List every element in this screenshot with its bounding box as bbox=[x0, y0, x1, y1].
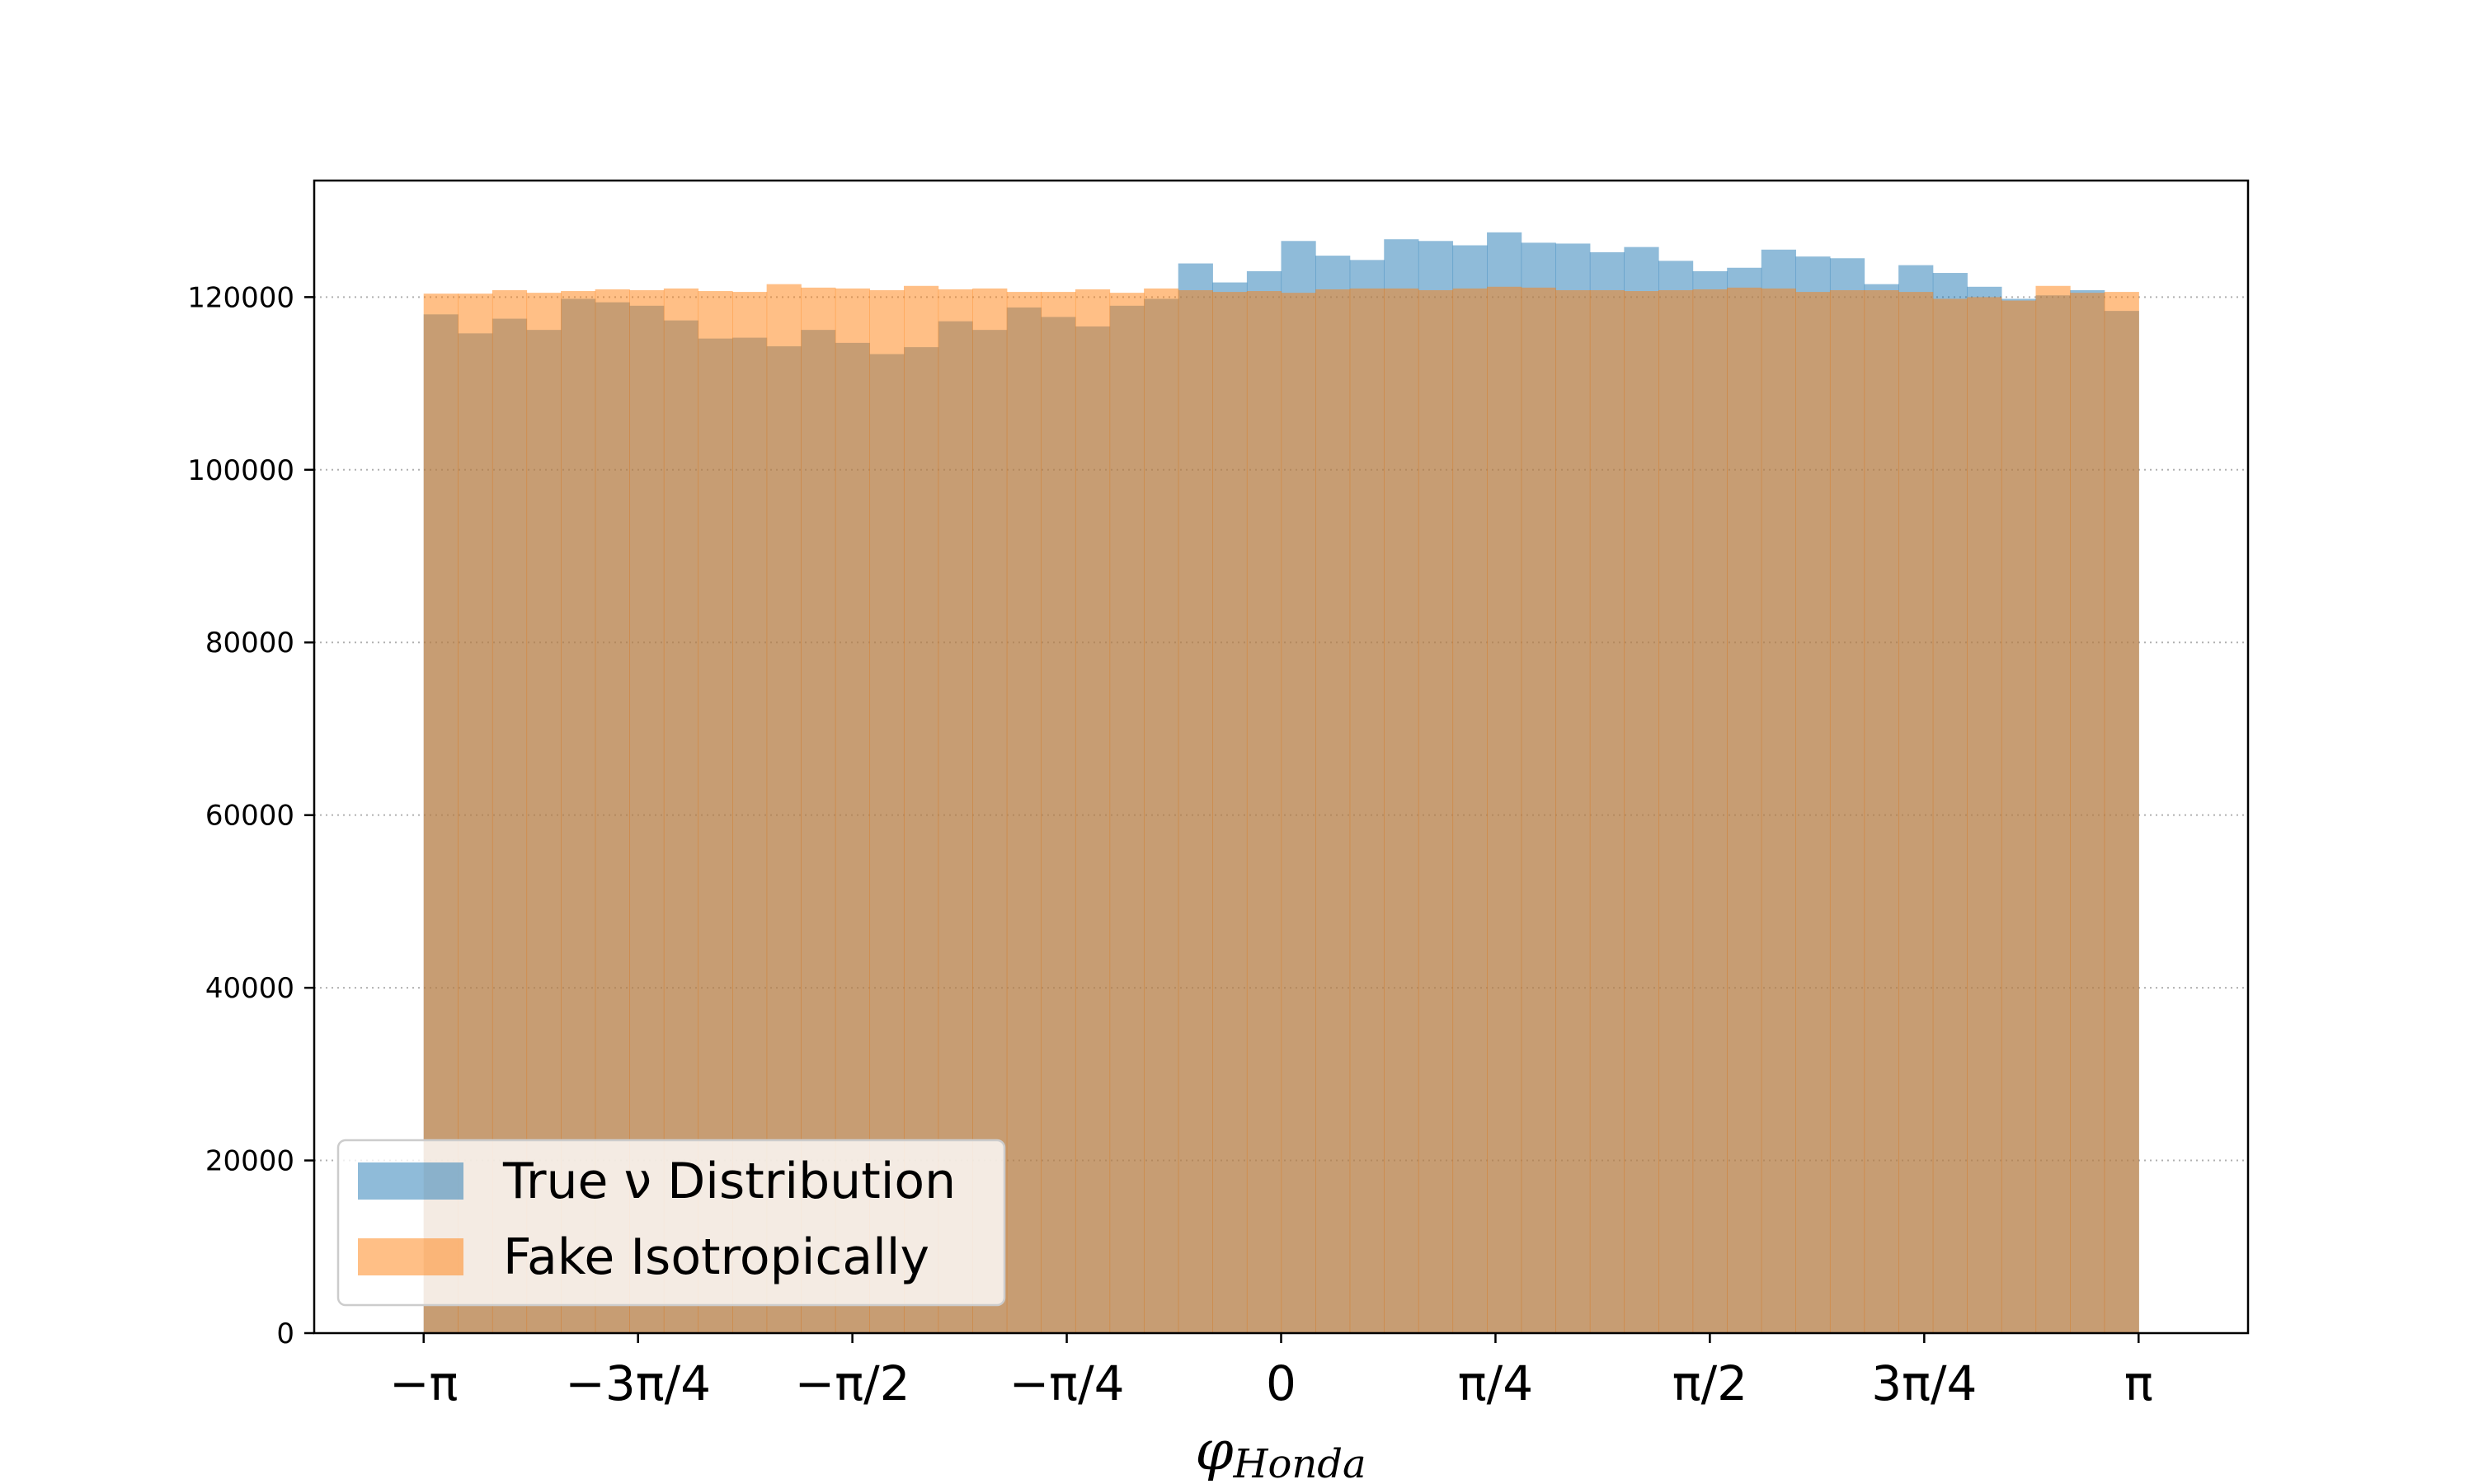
histogram-bar bbox=[1898, 292, 1934, 1333]
y-tick-label: 120000 bbox=[187, 281, 294, 314]
histogram-bar bbox=[1761, 288, 1796, 1333]
histogram-bar bbox=[1658, 289, 1694, 1333]
y-tick-label: 60000 bbox=[205, 800, 294, 833]
histogram-bar bbox=[1041, 292, 1076, 1333]
histogram-bar bbox=[1589, 289, 1625, 1333]
x-tick-label: 3π/4 bbox=[1871, 1355, 1977, 1411]
x-tick-label: π/4 bbox=[1458, 1355, 1533, 1411]
histogram-bar bbox=[1212, 292, 1248, 1333]
y-axis-ticks: 0 20000 40000 60000 80000 100000 120000 bbox=[187, 281, 314, 1350]
x-axis-label: φHonda bbox=[1195, 1419, 1366, 1484]
y-tick-label: 0 bbox=[276, 1317, 294, 1350]
x-tick-label: π bbox=[2124, 1355, 2153, 1411]
x-axis-label-subscript: Honda bbox=[1233, 1441, 1366, 1484]
legend-swatch-true bbox=[358, 1162, 463, 1200]
histogram-bar bbox=[1555, 289, 1591, 1333]
histogram-bar bbox=[1178, 289, 1213, 1333]
histogram-bar bbox=[2104, 292, 2139, 1333]
histogram-bar bbox=[1246, 291, 1282, 1334]
legend: True ν Distribution Fake Isotropically bbox=[336, 1139, 1006, 1307]
histogram-bar bbox=[1521, 287, 1556, 1333]
x-axis-ticks: −π −3π/4 −π/2 −π/4 0 π/4 π/2 3π/4 π bbox=[389, 1333, 2153, 1411]
y-tick-label: 20000 bbox=[205, 1145, 294, 1178]
x-tick-label: −π/4 bbox=[1009, 1355, 1125, 1411]
x-tick-label: 0 bbox=[1266, 1355, 1296, 1411]
histogram-bar bbox=[1384, 288, 1419, 1333]
histogram-bar bbox=[1864, 289, 1899, 1333]
x-axis-label-symbol: φ bbox=[1195, 1419, 1233, 1482]
y-tick-label: 80000 bbox=[205, 627, 294, 660]
x-tick-label: −3π/4 bbox=[565, 1355, 711, 1411]
y-tick-label: 100000 bbox=[187, 454, 294, 487]
histogram-bar bbox=[1967, 297, 2002, 1333]
histogram-bar bbox=[1487, 286, 1522, 1334]
x-tick-label: −π bbox=[389, 1355, 459, 1411]
histogram-bar bbox=[2001, 300, 2037, 1333]
histogram-bar bbox=[1109, 293, 1145, 1334]
histogram-bar bbox=[1315, 289, 1351, 1334]
legend-box bbox=[336, 1139, 1006, 1307]
histogram-bar bbox=[1281, 293, 1316, 1334]
histogram-bar bbox=[1727, 287, 1762, 1333]
histogram-bar bbox=[1692, 289, 1728, 1334]
histogram-bar bbox=[1144, 288, 1179, 1333]
histogram-bar bbox=[2035, 285, 2071, 1333]
y-tick-label: 40000 bbox=[205, 972, 294, 1005]
histogram-bar bbox=[1349, 288, 1385, 1333]
x-tick-label: −π/2 bbox=[795, 1355, 910, 1411]
legend-label-fake: Fake Isotropically bbox=[503, 1228, 929, 1286]
x-tick-label: π/2 bbox=[1672, 1355, 1747, 1411]
legend-label-true: True ν Distribution bbox=[502, 1153, 956, 1210]
histogram-bar bbox=[1418, 289, 1454, 1333]
histogram-bar bbox=[2070, 293, 2105, 1334]
histogram-bar bbox=[1624, 291, 1659, 1334]
legend-swatch-fake bbox=[358, 1238, 463, 1275]
histogram-bar bbox=[1829, 289, 1865, 1333]
histogram-bar bbox=[1075, 289, 1111, 1334]
histogram-bar bbox=[1795, 292, 1831, 1333]
histogram-bar bbox=[1006, 292, 1042, 1333]
histogram-bar bbox=[1932, 298, 1968, 1333]
histogram-bar bbox=[1452, 288, 1488, 1333]
